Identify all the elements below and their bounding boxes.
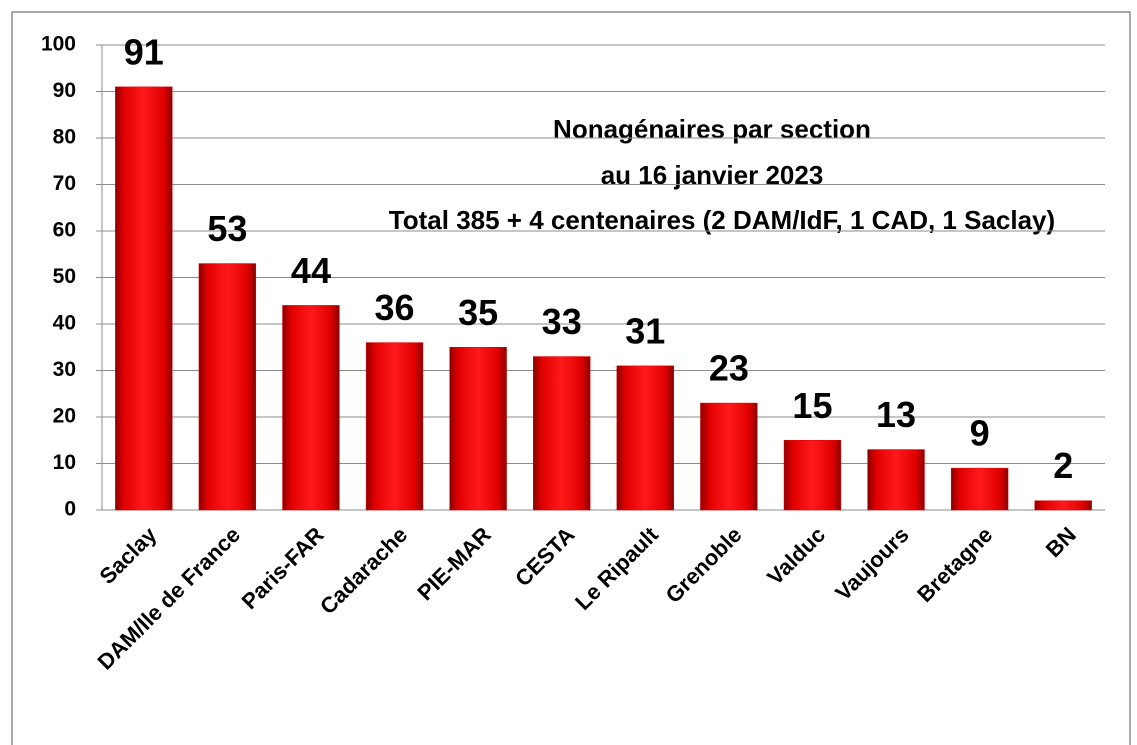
bar (198, 263, 257, 511)
y-tick-label: 40 (53, 312, 76, 335)
bar (449, 347, 507, 511)
data-label: 31 (625, 310, 665, 351)
data-label: 91 (124, 31, 164, 72)
bar (950, 467, 1009, 511)
x-tick-label: Cadarache (315, 522, 412, 619)
y-tick-label: 20 (53, 405, 76, 428)
bar (533, 356, 591, 511)
y-tick-label: 30 (53, 358, 76, 381)
bar (115, 86, 173, 511)
data-label: 9 (970, 413, 990, 454)
chart-subtitle: Total 385 + 4 centenaires (2 DAM/IdF, 1 … (389, 205, 1055, 235)
x-tick-label: Valduc (762, 522, 830, 590)
data-label: 13 (876, 394, 916, 435)
data-label: 2 (1053, 445, 1073, 486)
x-tick-label: DAM/Ile de France (92, 522, 245, 675)
y-tick-label: 0 (64, 498, 76, 521)
chart-title: au 16 janvier 2023 (601, 160, 824, 190)
bar (616, 365, 674, 511)
frame (11, 11, 1131, 745)
x-tick-label: BN (1041, 522, 1081, 562)
bar (867, 449, 925, 511)
y-tick-label: 60 (53, 219, 76, 242)
data-label: 36 (375, 287, 415, 328)
data-label: 23 (709, 348, 749, 389)
bar (365, 342, 424, 511)
data-label: 53 (207, 208, 247, 249)
x-tick-label: Saclay (94, 521, 162, 589)
y-tick-label: 100 (41, 33, 76, 56)
data-label: 15 (792, 385, 832, 426)
x-tick-label: Bretagne (912, 522, 997, 607)
data-label: 33 (542, 301, 582, 342)
bar (1034, 500, 1092, 511)
data-label: 44 (291, 250, 331, 291)
y-tick-label: 70 (53, 172, 76, 195)
x-tick-label: Le Ripault (570, 521, 663, 614)
y-tick-label: 90 (53, 79, 76, 102)
data-label: 35 (458, 292, 498, 333)
bar (700, 402, 758, 511)
y-tick-label: 80 (53, 126, 76, 149)
x-tick-label: PIE-MAR (412, 522, 495, 605)
bar (282, 305, 340, 511)
x-tick-label: Vaujours (830, 522, 913, 605)
bar (783, 440, 842, 511)
x-tick-label: Paris-FAR (237, 522, 329, 614)
x-tick-label: CESTA (510, 522, 579, 591)
y-tick-label: 50 (53, 265, 76, 288)
x-tick-label: Grenoble (661, 522, 747, 608)
y-tick-label: 10 (53, 451, 76, 474)
chart-title: Nonagénaires par section (553, 114, 871, 144)
